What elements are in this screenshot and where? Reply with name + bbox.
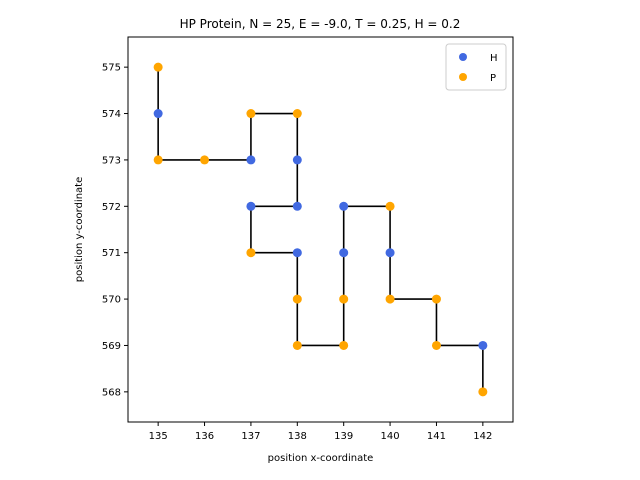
chart-title: HP Protein, N = 25, E = -9.0, T = 0.25, … [180,17,461,31]
x-tick-label: 140 [381,431,400,442]
y-tick-label: 570 [102,295,121,306]
y-tick-label: 568 [102,387,121,398]
x-axis-label: position x-coordinate [268,453,374,464]
legend-marker-p [459,73,467,81]
x-tick-label: 136 [195,431,214,442]
x-tick-label: 137 [241,431,260,442]
residue-point-p [339,294,349,304]
y-axis-label: position y-coordinate [74,177,85,282]
y-axis-ticks: 568 569 570 571 572 573 574 575 [102,63,128,398]
legend-marker-h [459,53,467,61]
residue-point-h [292,201,302,211]
residue-point-h [153,109,163,119]
x-axis-ticks: 135 136 137 138 139 140 141 142 [149,422,492,442]
residue-point-h [292,155,302,165]
y-tick-label: 572 [102,202,121,213]
y-tick-label: 575 [102,63,121,74]
residue-point-h [339,201,349,211]
residue-point-h [246,155,256,165]
residue-point-p [385,201,395,211]
x-tick-label: 141 [427,431,446,442]
point-layer [153,62,488,397]
residue-point-p [246,248,256,258]
residue-point-p [431,340,441,350]
residue-point-p [153,155,163,165]
residue-point-p [200,155,210,165]
residue-point-p [478,387,488,397]
residue-point-p [339,340,349,350]
residue-point-h [292,248,302,258]
residue-point-p [246,109,256,119]
residue-point-h [385,248,395,258]
y-tick-label: 573 [102,155,121,166]
x-tick-label: 142 [473,431,492,442]
x-tick-label: 139 [334,431,353,442]
residue-point-p [385,294,395,304]
legend-label-h: H [490,53,498,64]
x-tick-label: 135 [149,431,168,442]
residue-point-p [431,294,441,304]
chain-layer [157,67,484,392]
residue-point-h [246,201,256,211]
legend-label-p: P [490,73,496,84]
legend: H P [445,43,507,91]
y-tick-label: 571 [102,248,121,259]
plot-area [127,36,514,423]
residue-point-p [292,340,302,350]
residue-point-h [339,248,349,258]
y-tick-label: 574 [102,109,121,120]
legend-frame [445,43,507,91]
y-tick-label: 569 [102,341,121,352]
x-tick-label: 138 [288,431,307,442]
residue-point-p [153,62,163,72]
residue-point-h [478,340,488,350]
residue-point-p [292,294,302,304]
residue-point-p [292,109,302,119]
